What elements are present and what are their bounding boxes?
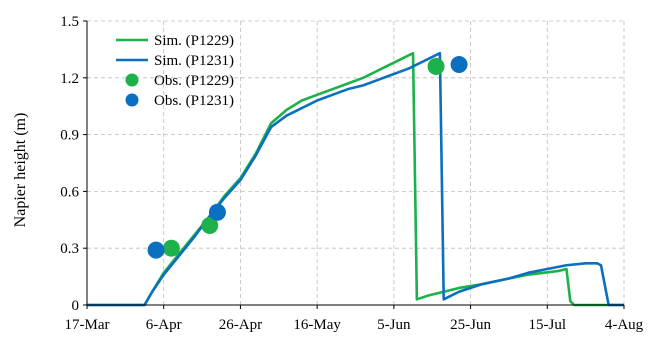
y-axis-label: Napier height (m) <box>12 113 29 228</box>
data-point-obs-p1229 <box>162 239 180 257</box>
y-tick-label: 0.3 <box>60 241 79 257</box>
y-tick-label: 0.6 <box>60 184 79 200</box>
legend-swatch-obs-p1229 <box>125 73 139 87</box>
series-line-sim-p1229 <box>87 51 624 307</box>
data-point-obs-p1231 <box>208 203 226 221</box>
data-point-obs-p1229 <box>427 57 445 75</box>
legend-label-sim-p1229: Sim. (P1229) <box>154 33 234 49</box>
data-point-obs-p1231 <box>450 56 468 74</box>
y-tick-label: 1.5 <box>60 14 79 30</box>
legend-swatch-obs-p1231 <box>125 93 139 107</box>
x-tick-label: 15-Jul <box>529 317 567 333</box>
x-tick-label: 4-Aug <box>605 317 644 333</box>
axes: 0 0.3 0.6 0.9 1.2 1.5 17-Mar 6-Apr 26-Apr 16-May 5… <box>60 14 643 333</box>
plot-area <box>87 51 624 307</box>
legend-label-sim-p1231: Sim. (P1231) <box>154 53 234 69</box>
x-tick-label: 25-Jun <box>450 317 491 333</box>
legend-label-obs-p1229: Obs. (P1229) <box>154 73 234 89</box>
data-point-obs-p1229 <box>201 216 219 234</box>
legend: Sim. (P1229) Sim. (P1231) Obs. (P1229) Obs.… <box>116 33 234 109</box>
data-point-obs-p1231 <box>147 241 165 259</box>
x-tick-label: 17-Mar <box>65 317 110 333</box>
y-tick-label: 1.2 <box>60 71 79 87</box>
x-tick-label: 6-Apr <box>146 317 182 333</box>
x-tick-label: 26-Apr <box>219 317 262 333</box>
y-tick-label: 0.9 <box>60 128 79 144</box>
legend-label-obs-p1231: Obs. (P1231) <box>154 93 234 109</box>
x-tick-label: 5-Jun <box>377 317 411 333</box>
y-tick-label: 0 <box>72 298 80 314</box>
grid <box>87 20 625 305</box>
x-tick-label: 16-May <box>293 317 341 333</box>
